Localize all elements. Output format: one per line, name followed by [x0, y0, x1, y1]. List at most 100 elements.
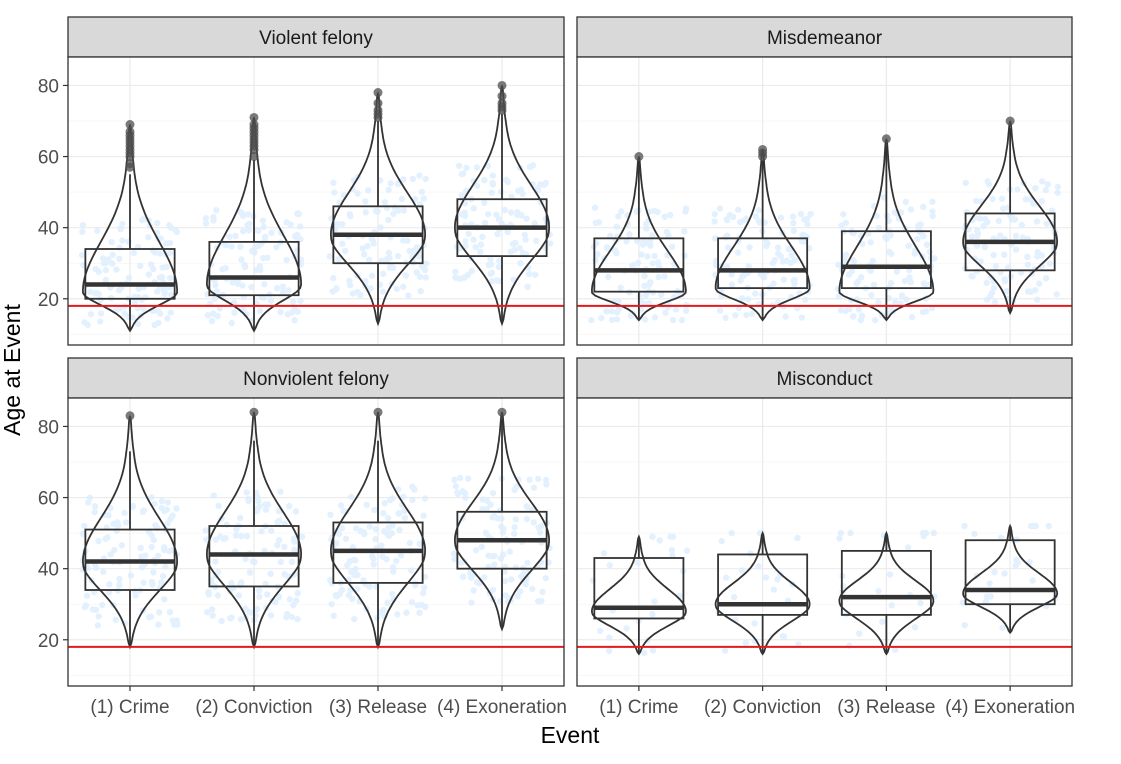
- jitter-point: [721, 647, 729, 654]
- jitter-point: [414, 602, 421, 609]
- jitter-point: [922, 281, 929, 288]
- jitter-point: [248, 283, 255, 291]
- jitter-point: [783, 257, 790, 264]
- jitter-point: [377, 224, 384, 231]
- jitter-point: [627, 312, 635, 320]
- jitter-point: [119, 237, 126, 244]
- jitter-point: [1024, 261, 1032, 268]
- jitter-point: [208, 317, 216, 325]
- jitter-point: [633, 237, 641, 245]
- jitter-point: [418, 263, 426, 270]
- jitter-point: [328, 600, 335, 608]
- jitter-point: [109, 251, 116, 259]
- jitter-point: [1012, 232, 1020, 240]
- jitter-point: [110, 520, 117, 528]
- jitter-point: [238, 256, 245, 263]
- jitter-point: [987, 593, 994, 600]
- jitter-point: [452, 483, 460, 490]
- jitter-point: [529, 585, 536, 592]
- jitter-point: [354, 190, 361, 197]
- box: [593, 557, 685, 620]
- jitter-point: [623, 625, 630, 632]
- jitter-point: [911, 624, 919, 631]
- jitter-point: [842, 251, 850, 259]
- jitter-point: [971, 530, 978, 538]
- outlier-point: [249, 152, 259, 162]
- jitter-point: [961, 522, 968, 530]
- jitter-point: [148, 578, 156, 586]
- y-tick-label: 20: [38, 290, 59, 311]
- jitter-point: [422, 603, 429, 611]
- jitter-point: [752, 213, 760, 220]
- jitter-point: [94, 622, 102, 629]
- jitter-point: [150, 536, 158, 544]
- jitter-point: [408, 567, 415, 574]
- jitter-point: [668, 243, 676, 251]
- outlier-point: [125, 127, 135, 137]
- jitter-point: [711, 210, 719, 218]
- jitter-point: [661, 213, 668, 220]
- jitter-point: [87, 288, 94, 296]
- jitter-point: [464, 271, 472, 279]
- jitter-point: [859, 240, 866, 248]
- jitter-point: [359, 245, 366, 252]
- jitter-point: [362, 580, 369, 588]
- jitter-point: [1044, 181, 1051, 188]
- jitter-point: [1036, 280, 1043, 287]
- jitter-point: [402, 272, 409, 279]
- jitter-point: [389, 495, 396, 502]
- jitter-point: [983, 279, 990, 287]
- jitter-point: [242, 555, 249, 563]
- jitter-point: [1000, 205, 1007, 212]
- jitter-point: [803, 215, 811, 223]
- jitter-point: [1034, 296, 1041, 303]
- jitter-point: [273, 243, 280, 251]
- jitter-point: [489, 172, 496, 179]
- jitter-point: [654, 259, 662, 266]
- jitter-point: [481, 219, 489, 227]
- x-tick-label: (3) Release: [837, 697, 935, 718]
- jitter-point: [406, 539, 414, 547]
- jitter-point: [804, 221, 811, 228]
- jitter-point: [718, 537, 725, 545]
- jitter-point: [470, 205, 477, 212]
- jitter-point: [651, 314, 659, 321]
- jitter-point: [868, 291, 875, 299]
- jitter-point: [405, 292, 412, 299]
- jitter-point: [530, 519, 537, 526]
- jitter-point: [289, 298, 297, 306]
- jitter-point: [977, 258, 984, 265]
- jitter-point: [155, 621, 162, 628]
- jitter-point: [856, 630, 863, 637]
- jitter-point: [752, 290, 759, 297]
- jitter-point: [592, 257, 599, 264]
- jitter-point: [229, 279, 236, 286]
- jitter-point: [756, 219, 764, 226]
- jitter-point: [523, 215, 530, 222]
- jitter-point: [465, 230, 472, 238]
- x-tick-label: (2) Conviction: [195, 697, 312, 718]
- jitter-point: [512, 564, 520, 571]
- jitter-point: [462, 238, 469, 245]
- jitter-point: [495, 263, 503, 271]
- jitter-point: [608, 316, 616, 324]
- jitter-point: [243, 532, 251, 540]
- jitter-point: [926, 248, 934, 256]
- jitter-point: [365, 256, 373, 264]
- jitter-point: [277, 558, 284, 566]
- jitter-point: [121, 310, 128, 317]
- jitter-point: [644, 253, 651, 260]
- jitter-point: [968, 233, 976, 240]
- jitter-point: [1024, 288, 1032, 295]
- jitter-point: [771, 256, 778, 264]
- jitter-point: [140, 579, 147, 586]
- jitter-point: [747, 550, 754, 557]
- jitter-point: [981, 215, 989, 223]
- jitter-point: [262, 580, 269, 588]
- jitter-point: [129, 502, 137, 510]
- jitter-point: [889, 307, 897, 314]
- jitter-point: [973, 268, 981, 275]
- jitter-point: [493, 211, 500, 218]
- jitter-point: [986, 580, 993, 587]
- jitter-point: [930, 529, 937, 537]
